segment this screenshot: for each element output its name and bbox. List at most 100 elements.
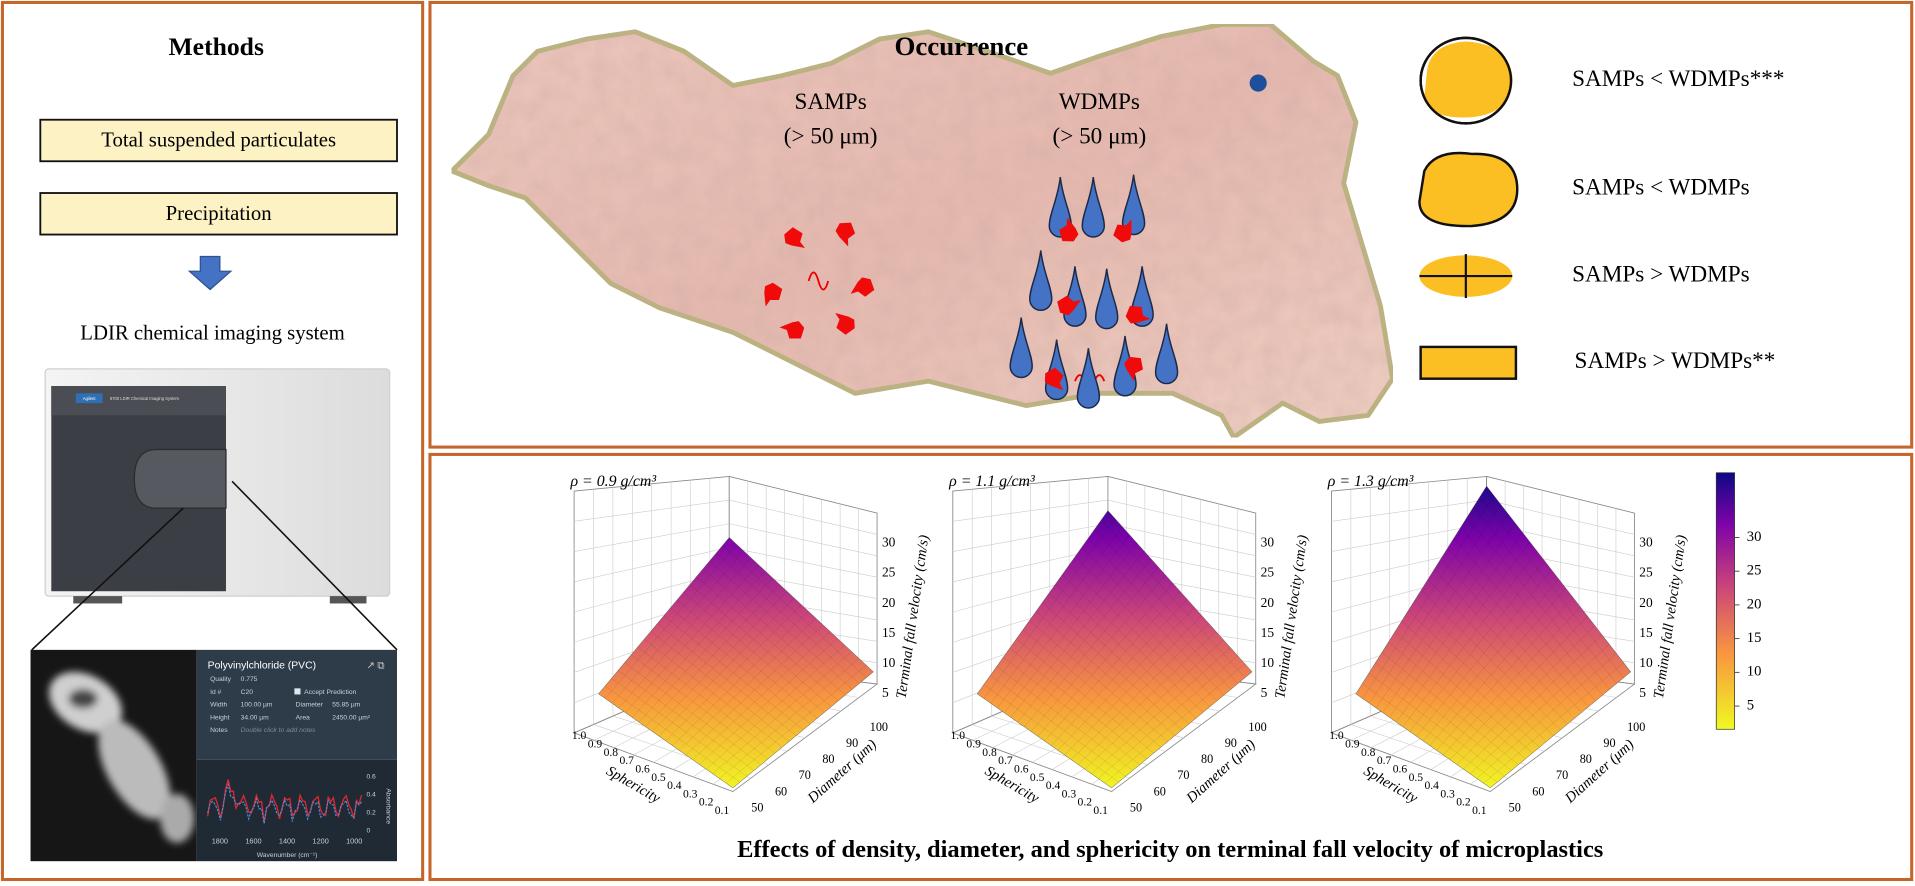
diameter-tick: 80	[1201, 752, 1213, 766]
sphericity-tick: 1.0	[572, 729, 587, 742]
result-screenshot: Polyvinylchloride (PVC) ↗ ⧉ Quality 0.775 Id…	[30, 649, 397, 862]
colorbar-tick-label: 30	[1747, 529, 1762, 545]
surface-mesh	[1044, 591, 1181, 742]
field-value: 55.85 µm	[332, 702, 360, 709]
surface-mesh	[1456, 625, 1595, 765]
z-tick-label: 15	[1639, 625, 1653, 640]
surface-mesh	[1381, 652, 1519, 765]
surface-mesh	[1017, 558, 1152, 723]
raindrop	[1029, 250, 1053, 311]
surface-mesh	[716, 552, 860, 684]
z-tick-label: 30	[1639, 535, 1653, 550]
z-tick-label: 20	[882, 595, 896, 610]
legend-label: SAMPs > WDMPs	[1572, 261, 1750, 287]
density-label: ρ = 1.1 g/cm³	[948, 473, 1035, 490]
field-label: Height	[210, 714, 230, 721]
legend-shape	[1419, 36, 1513, 125]
diameter-tick: 60	[1154, 784, 1166, 798]
field-value: 2450.00 µm²	[332, 714, 371, 721]
surface-mesh	[1429, 588, 1567, 746]
sphericity-tick: 0.3	[683, 787, 698, 800]
surface-mesh	[618, 670, 755, 771]
field-label: Quality	[210, 676, 232, 683]
site-dot	[1249, 74, 1267, 92]
diameter-tick: 90	[1603, 736, 1615, 750]
density-label: ρ = 1.3 g/cm³	[1327, 473, 1414, 490]
zoom-line	[31, 507, 184, 651]
methods-title: Methods	[168, 32, 263, 61]
notes-hint: Double click to add notes	[241, 727, 317, 734]
surface-mesh	[1409, 560, 1545, 732]
sphericity-tick: 0.6	[1393, 762, 1408, 775]
surface-mesh	[665, 604, 802, 742]
spectrum-x-tick: 1800	[212, 837, 228, 846]
z-axis-label: Terminal fall velocity (cm/s)	[894, 534, 933, 700]
diameter-tick: 70	[799, 768, 811, 782]
microplastic-fragment	[850, 277, 875, 297]
surface-mesh	[1408, 610, 1547, 742]
spectrum-y-label: Absorbance	[385, 788, 392, 824]
surface-mesh	[1016, 638, 1154, 754]
instrument: Agilent 8700 LDIR Chemical Imaging Syste…	[44, 368, 391, 604]
microplastic-fragment	[779, 321, 805, 339]
surface-mesh	[1416, 569, 1552, 737]
surface-mesh	[1048, 592, 1190, 725]
surface-mesh	[1394, 631, 1533, 754]
step-box	[39, 118, 398, 163]
surface-mesh	[1382, 523, 1516, 713]
z-tick-label: 5	[882, 685, 889, 700]
velocity-surface	[1355, 485, 1632, 789]
surface-mesh	[672, 611, 809, 746]
z-tick-label: 15	[882, 625, 896, 640]
sphericity-tick: 0.4	[1046, 779, 1061, 792]
z-tick-label: 10	[1261, 655, 1275, 670]
spectrum-y-tick: 0.6	[366, 774, 376, 781]
surface-mesh	[1434, 569, 1575, 719]
surface-mesh	[996, 666, 1133, 771]
colorbar	[1715, 472, 1735, 730]
surface-mesh	[722, 545, 867, 678]
colorbar-tick-label: 5	[1747, 697, 1754, 713]
sphericity-tick: 0.3	[1440, 787, 1455, 800]
surface-mesh	[1469, 643, 1610, 774]
surface-mesh	[696, 576, 839, 702]
surface-mesh	[1427, 579, 1568, 725]
surface-mesh	[1024, 566, 1159, 727]
surface-mesh	[692, 631, 831, 760]
spectrum-x-tick: 1200	[313, 837, 329, 846]
methods-frame	[0, 0, 425, 882]
z-axis-label: Terminal fall velocity (cm/s)	[1651, 534, 1690, 700]
surface-mesh	[1401, 621, 1540, 748]
sphericity-tick: 0.7	[1377, 754, 1392, 767]
sphericity-tick: 0.6	[635, 762, 650, 775]
surface-mesh	[1369, 504, 1502, 704]
surface-mesh	[719, 658, 860, 779]
surface-mesh	[1084, 639, 1224, 770]
microplastic-fragment	[835, 222, 856, 247]
spectrum-x-label: Wavenumber (cm⁻¹)	[257, 852, 318, 859]
diameter-tick: 90	[846, 736, 858, 750]
surface-mesh	[1029, 620, 1168, 742]
sphericity-tick: 0.1	[1093, 804, 1108, 817]
occurrence-frame	[428, 0, 1914, 449]
diameter-tick: 80	[822, 752, 834, 766]
surface-mesh	[990, 675, 1126, 777]
z-tick-label: 30	[882, 535, 896, 550]
velocity-surface	[598, 537, 874, 789]
microplastic-fragment	[1125, 305, 1151, 324]
surface-mesh	[1003, 542, 1137, 713]
surface-mesh	[1075, 556, 1218, 702]
surface-mesh	[1414, 600, 1554, 736]
microplastic-fragment	[835, 313, 855, 335]
spectrum-x-tick: 1600	[245, 837, 261, 846]
surface-mesh	[689, 584, 832, 707]
sphericity-tick: 1.0	[1329, 729, 1344, 742]
field-value: 34.00 µm	[241, 714, 269, 721]
surface-mesh	[1091, 647, 1231, 774]
raindrop	[1076, 348, 1101, 409]
surface-mesh	[1064, 615, 1202, 756]
sphericity-tick: 0.4	[667, 779, 682, 792]
